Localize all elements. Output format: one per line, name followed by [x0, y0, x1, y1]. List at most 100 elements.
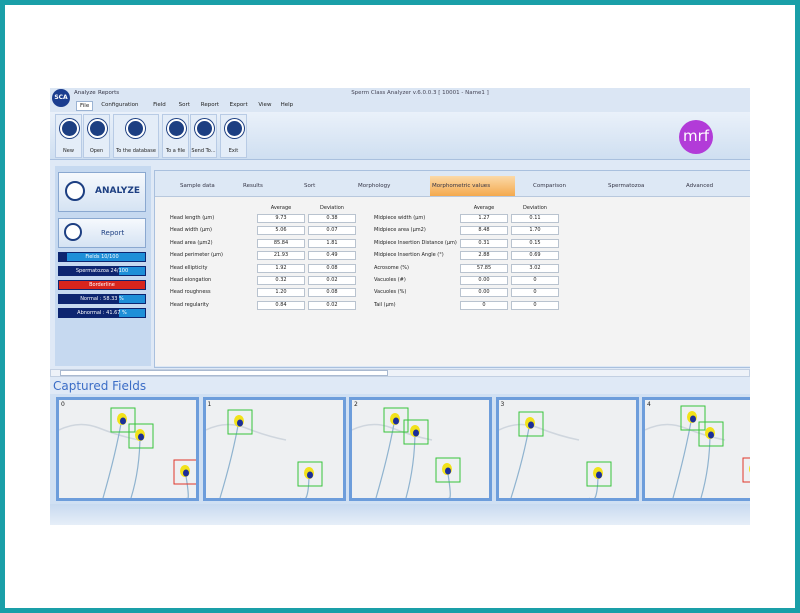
metric-label: Midpiece width (µm): [374, 215, 426, 221]
captured-title: Captured Fields: [53, 379, 147, 393]
detection-box: [586, 461, 611, 487]
metric-label: Acrosome (%): [374, 264, 409, 271]
window-tab[interactable]: Reports: [98, 90, 120, 96]
field-image: [352, 407, 461, 498]
metric-average: 0.31: [460, 238, 508, 248]
detection-box: [742, 457, 750, 483]
metric-label: Head length (µm): [170, 215, 215, 221]
metric-average: 1.27: [460, 214, 508, 223]
metric-label: Vacuoles (%): [374, 289, 407, 296]
debris: [205, 423, 286, 441]
status-bar: Spermatozoa 24/100: [58, 266, 146, 276]
tab[interactable]: Sample data: [180, 183, 215, 189]
metric-average: 1.20: [257, 288, 305, 298]
debris: [59, 423, 140, 441]
status-bar: Normal : 58.33 %: [58, 294, 146, 304]
metric-average: 0.32: [257, 276, 305, 285]
window-title: Sperm Class Analyzer v.6.0.0.3 [ 10001 -…: [351, 90, 489, 96]
metric-label: Head elongation: [170, 277, 212, 283]
scrollbar[interactable]: [50, 369, 750, 377]
toolbar-icon: [195, 119, 214, 138]
sperm-tail: [405, 429, 416, 498]
menu-item[interactable]: Help: [280, 102, 294, 108]
tab[interactable]: Advanced: [686, 183, 714, 189]
metric-label: Head roughness: [170, 289, 211, 296]
column-header: Average: [270, 205, 292, 211]
field-index: 3: [500, 401, 505, 408]
menu-item[interactable]: Field: [153, 102, 166, 108]
app-window: SCA Analyze Reports Sperm Class Analyzer v.…: [50, 88, 750, 525]
sperm-nucleus: [138, 433, 144, 441]
captured-field[interactable]: 1: [202, 397, 346, 501]
metric-deviation: 0.69: [511, 251, 559, 261]
menu-item[interactable]: Export: [229, 102, 248, 108]
toolbar-icon: [225, 119, 244, 138]
metric-label: Head area (µm2): [170, 239, 213, 246]
sperm-nucleus: [236, 419, 243, 427]
metric-average: 0.00: [460, 288, 508, 298]
report-button[interactable]: Report: [58, 218, 146, 248]
menu-item[interactable]: View: [258, 102, 272, 108]
captured-field[interactable]: 0: [56, 397, 199, 501]
metric-deviation: 0.08: [308, 288, 356, 298]
field-image: [498, 411, 611, 498]
sperm-nucleus: [393, 417, 399, 425]
report-icon: [64, 223, 82, 241]
toolbar-button[interactable]: Send To...: [190, 114, 217, 158]
detection-box: [435, 457, 461, 483]
detection-box: [698, 421, 724, 447]
captured-field[interactable]: 3: [495, 397, 639, 501]
tab[interactable]: Morphology: [358, 183, 391, 189]
status-bar: Abnormal : 41.67 %: [58, 308, 146, 318]
tab[interactable]: Morphometric values: [430, 176, 516, 196]
captured-field[interactable]: 2: [349, 397, 492, 501]
toolbar-button[interactable]: Exit: [220, 114, 247, 158]
menu-item[interactable]: File: [76, 101, 94, 111]
metric-average: 9.73: [257, 214, 305, 223]
metric-deviation: 0.02: [308, 276, 356, 285]
metric-deviation: 0: [511, 288, 559, 298]
column-header: Deviation: [320, 205, 344, 211]
status-bar: Borderline: [58, 280, 146, 290]
sperm-nucleus: [413, 429, 419, 437]
metric-deviation: 0.08: [308, 263, 356, 273]
field-image: [645, 405, 750, 498]
sperm-tail: [218, 419, 240, 498]
metric-average: 0.00: [460, 276, 508, 285]
toolbar-label: Exit: [228, 148, 239, 154]
toolbar-button[interactable]: To a file: [162, 114, 189, 158]
field-image: [59, 407, 196, 498]
tab[interactable]: Results: [243, 183, 263, 189]
tab[interactable]: Comparison: [533, 183, 566, 189]
field-index: 1: [207, 401, 212, 408]
metric-average: 0.84: [257, 300, 305, 310]
metric-label: Head perimeter (µm): [170, 252, 223, 259]
metric-label: Midpiece Insertion Distance (µm): [374, 239, 457, 246]
app-logo: SCA: [52, 89, 70, 107]
menu-item[interactable]: Report: [200, 102, 220, 108]
metric-deviation: 0: [511, 300, 559, 310]
status-bar: Fields 10/100: [58, 252, 146, 262]
metric-label: Head width (µm): [170, 227, 212, 234]
sperm-nucleus: [183, 469, 189, 477]
toolbar-button[interactable]: Open: [83, 114, 110, 158]
scroll-thumb[interactable]: [60, 370, 388, 376]
menu-item[interactable]: Sort: [178, 102, 190, 108]
toolbar-button[interactable]: To the database: [113, 114, 159, 158]
menu-item[interactable]: Configuration: [101, 102, 139, 108]
detection-box: [297, 461, 322, 487]
analyze-button[interactable]: ANALYZE: [58, 172, 146, 212]
tab[interactable]: Sort: [304, 183, 316, 189]
captured-field[interactable]: 4: [642, 397, 750, 501]
brand-logo: mrf: [679, 120, 713, 154]
window-tab[interactable]: Analyze: [74, 90, 96, 96]
toolbar-button[interactable]: New: [55, 114, 82, 158]
metric-deviation: 0: [511, 276, 559, 285]
metric-deviation: 0.49: [308, 251, 356, 261]
metric-label: Midpiece area (µm2): [374, 227, 426, 234]
tab[interactable]: Spermatozoa: [608, 183, 645, 189]
metric-average: 1.92: [257, 263, 305, 273]
sperm-nucleus: [690, 415, 696, 423]
metric-average: 21.93: [257, 251, 305, 261]
debris: [498, 423, 579, 441]
